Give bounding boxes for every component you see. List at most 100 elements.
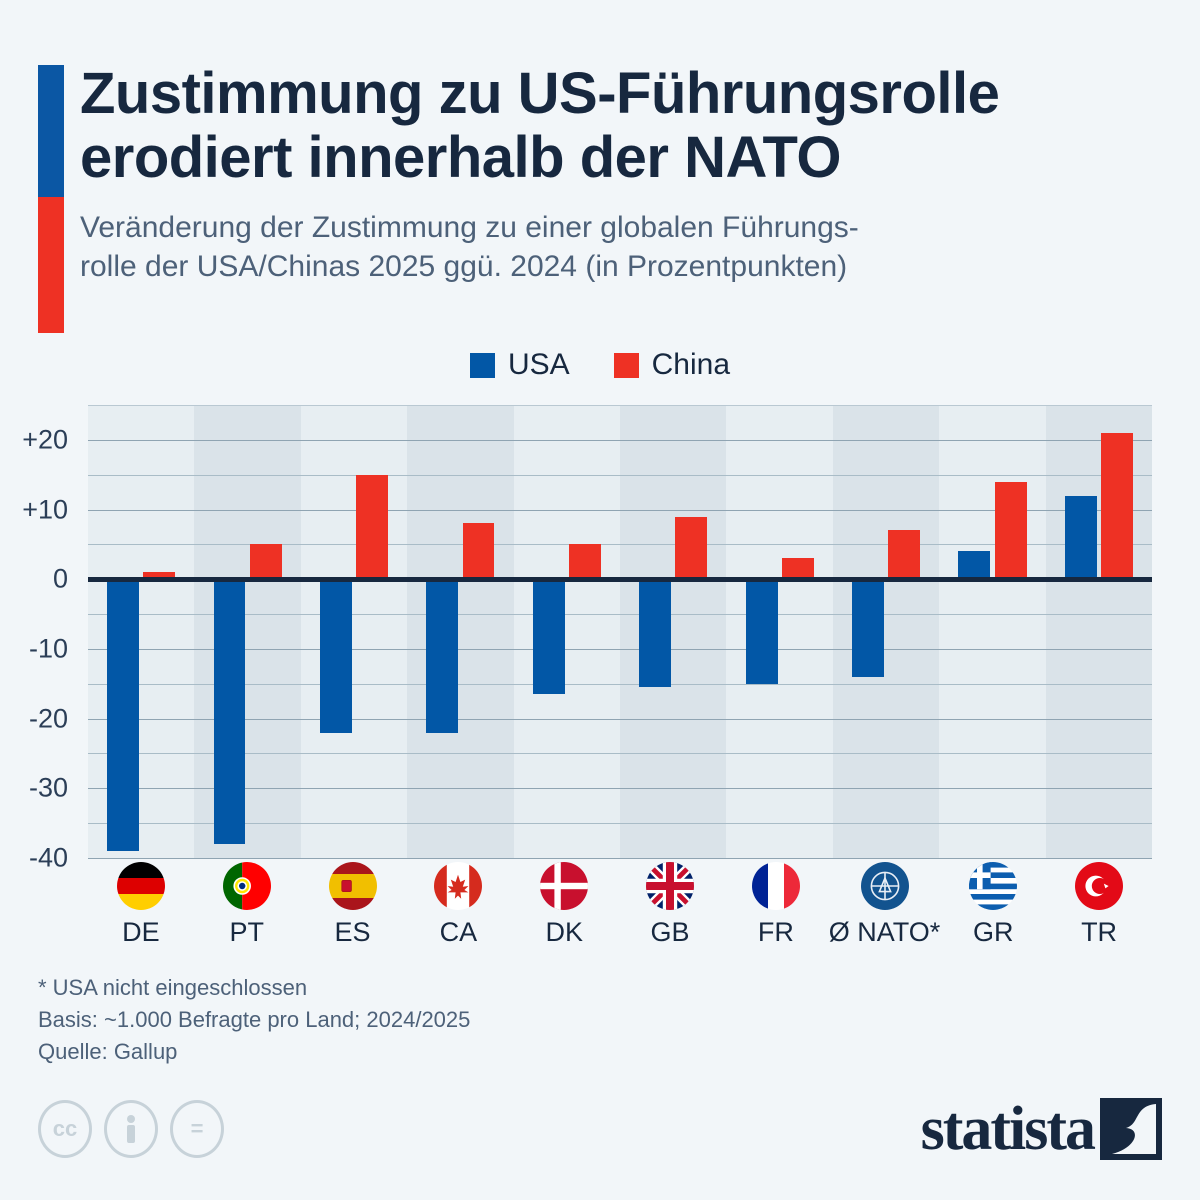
y-axis-tick--40: -40 bbox=[28, 842, 68, 873]
x-axis-label-pt: PT bbox=[229, 917, 264, 947]
footnote-line-2: Quelle: Gallup bbox=[38, 1039, 178, 1065]
flag-dk-icon bbox=[540, 862, 589, 910]
bar-china-fr[interactable] bbox=[781, 558, 814, 580]
flag-es-icon bbox=[328, 862, 377, 910]
x-axis-category-gr: GR bbox=[940, 862, 1046, 948]
bar-usa-gr[interactable] bbox=[958, 551, 991, 580]
x-axis-category-gb: GB bbox=[617, 862, 723, 948]
x-axis-category-fr: FR bbox=[723, 862, 829, 948]
gridline--25 bbox=[88, 753, 1152, 755]
bar-usa-pt[interactable] bbox=[213, 579, 246, 845]
gridline-5 bbox=[88, 544, 1152, 546]
title-block: Zustimmung zu US-Führungsrolle erodiert … bbox=[80, 62, 1168, 286]
bar-usa-es[interactable] bbox=[319, 579, 352, 733]
x-axis-category-es: ES bbox=[300, 862, 406, 948]
bar-usa-tr[interactable] bbox=[1064, 495, 1097, 580]
flag-pt-icon bbox=[222, 862, 271, 910]
creative-commons-icon[interactable]: cc bbox=[38, 1100, 92, 1158]
legend-label: USA bbox=[507, 348, 570, 381]
legend-label: China bbox=[651, 348, 731, 381]
bar-group-gr bbox=[939, 405, 1045, 858]
flag-gb-icon bbox=[646, 862, 695, 910]
x-axis-label-ca: CA bbox=[439, 917, 478, 947]
flag-de-icon bbox=[116, 862, 165, 910]
column-band-de bbox=[88, 405, 195, 858]
column-band-nato bbox=[832, 405, 940, 858]
bar-china-nato[interactable] bbox=[888, 530, 921, 580]
attribution-person-icon[interactable] bbox=[104, 1100, 158, 1158]
column-band-gb bbox=[620, 405, 727, 858]
x-axis-category-ca: CA bbox=[405, 862, 511, 948]
bar-group-pt bbox=[194, 405, 300, 858]
bar-china-de[interactable] bbox=[143, 572, 176, 580]
x-axis-label-de: DE bbox=[122, 917, 160, 947]
bar-china-ca[interactable] bbox=[462, 523, 495, 580]
bar-group-de bbox=[88, 405, 194, 858]
gridline--30 bbox=[88, 788, 1152, 790]
bar-china-pt[interactable] bbox=[249, 544, 282, 580]
bar-groups bbox=[88, 405, 1152, 858]
chart-legend: USA China bbox=[0, 348, 1200, 382]
column-band-fr bbox=[726, 405, 833, 858]
column-band-pt bbox=[194, 405, 301, 858]
y-axis-tick--10: -10 bbox=[28, 633, 68, 664]
column-band-es bbox=[300, 405, 408, 858]
legend-swatch-china bbox=[613, 352, 639, 378]
x-axis-label-gb: GB bbox=[650, 917, 690, 947]
x-axis-label-fr: FR bbox=[757, 917, 794, 947]
x-axis-label-dk: DK bbox=[545, 917, 583, 947]
page-subtitle: Veränderung der Zustimmung zu einer glob… bbox=[80, 210, 859, 283]
bar-china-dk[interactable] bbox=[568, 544, 601, 580]
person-glyph bbox=[127, 1115, 135, 1143]
chart-plot-area bbox=[88, 405, 1153, 859]
page-title: Zustimmung zu US-Führungsrolle erodiert … bbox=[80, 61, 1000, 190]
bar-china-es[interactable] bbox=[356, 474, 389, 580]
column-band-ca bbox=[407, 405, 514, 858]
bar-usa-fr[interactable] bbox=[745, 579, 778, 684]
x-axis: DE PT ES CA DK GB FR Ø NATO* GR TR bbox=[88, 862, 1152, 948]
zero-baseline bbox=[88, 577, 1152, 583]
x-axis-label-tr: TR bbox=[1081, 917, 1118, 947]
cc-badge-label: cc bbox=[52, 1116, 78, 1141]
y-axis-tick--30: -30 bbox=[28, 772, 68, 803]
x-axis-category-tr: TR bbox=[1046, 862, 1152, 948]
plot-top-border bbox=[88, 405, 1152, 406]
column-band-dk bbox=[513, 405, 621, 858]
y-axis-tick--20: -20 bbox=[28, 703, 68, 734]
x-axis-label-nato: Ø NATO* bbox=[828, 917, 941, 947]
footnotes: * USA nicht eingeschlossen Basis: ~1.000 … bbox=[38, 972, 470, 1068]
gridline--40 bbox=[88, 858, 1152, 859]
bar-group-es bbox=[301, 405, 407, 858]
nd-badge-label: = bbox=[190, 1116, 204, 1141]
bar-usa-nato[interactable] bbox=[852, 579, 884, 677]
gridline--10 bbox=[88, 648, 1152, 650]
bar-group-tr bbox=[1046, 405, 1152, 858]
bar-china-gr[interactable] bbox=[994, 481, 1027, 580]
bar-group-dk bbox=[514, 405, 620, 858]
bar-usa-ca[interactable] bbox=[426, 579, 459, 733]
x-axis-label-gr: GR bbox=[972, 917, 1014, 947]
statista-brand[interactable]: statista bbox=[921, 1098, 1162, 1160]
gridline-15 bbox=[88, 474, 1152, 476]
statista-logo-mark bbox=[1100, 1098, 1162, 1160]
bar-usa-gb[interactable] bbox=[639, 579, 672, 688]
flag-gr-icon bbox=[969, 862, 1018, 910]
flag-nato-icon bbox=[860, 862, 909, 910]
legend-item-usa[interactable]: USA bbox=[469, 348, 570, 382]
no-derivatives-icon[interactable]: = bbox=[170, 1100, 224, 1158]
x-axis-label-es: ES bbox=[334, 917, 371, 947]
bar-group-ca bbox=[407, 405, 513, 858]
y-axis-tick-0: 0 bbox=[52, 563, 68, 594]
flag-tr-icon bbox=[1075, 862, 1124, 910]
bar-usa-de[interactable] bbox=[107, 579, 140, 852]
bar-group-gb bbox=[620, 405, 726, 858]
bar-usa-dk[interactable] bbox=[532, 579, 565, 695]
gridline-20 bbox=[88, 439, 1152, 441]
column-band-gr bbox=[939, 405, 1046, 858]
bar-china-tr[interactable] bbox=[1100, 432, 1133, 580]
legend-item-china[interactable]: China bbox=[613, 348, 731, 382]
y-axis: +20 +10 0 -10 -20 -30 -40 bbox=[0, 405, 78, 872]
y-axis-tick-10: +10 bbox=[22, 494, 68, 525]
bar-china-gb[interactable] bbox=[675, 516, 708, 580]
